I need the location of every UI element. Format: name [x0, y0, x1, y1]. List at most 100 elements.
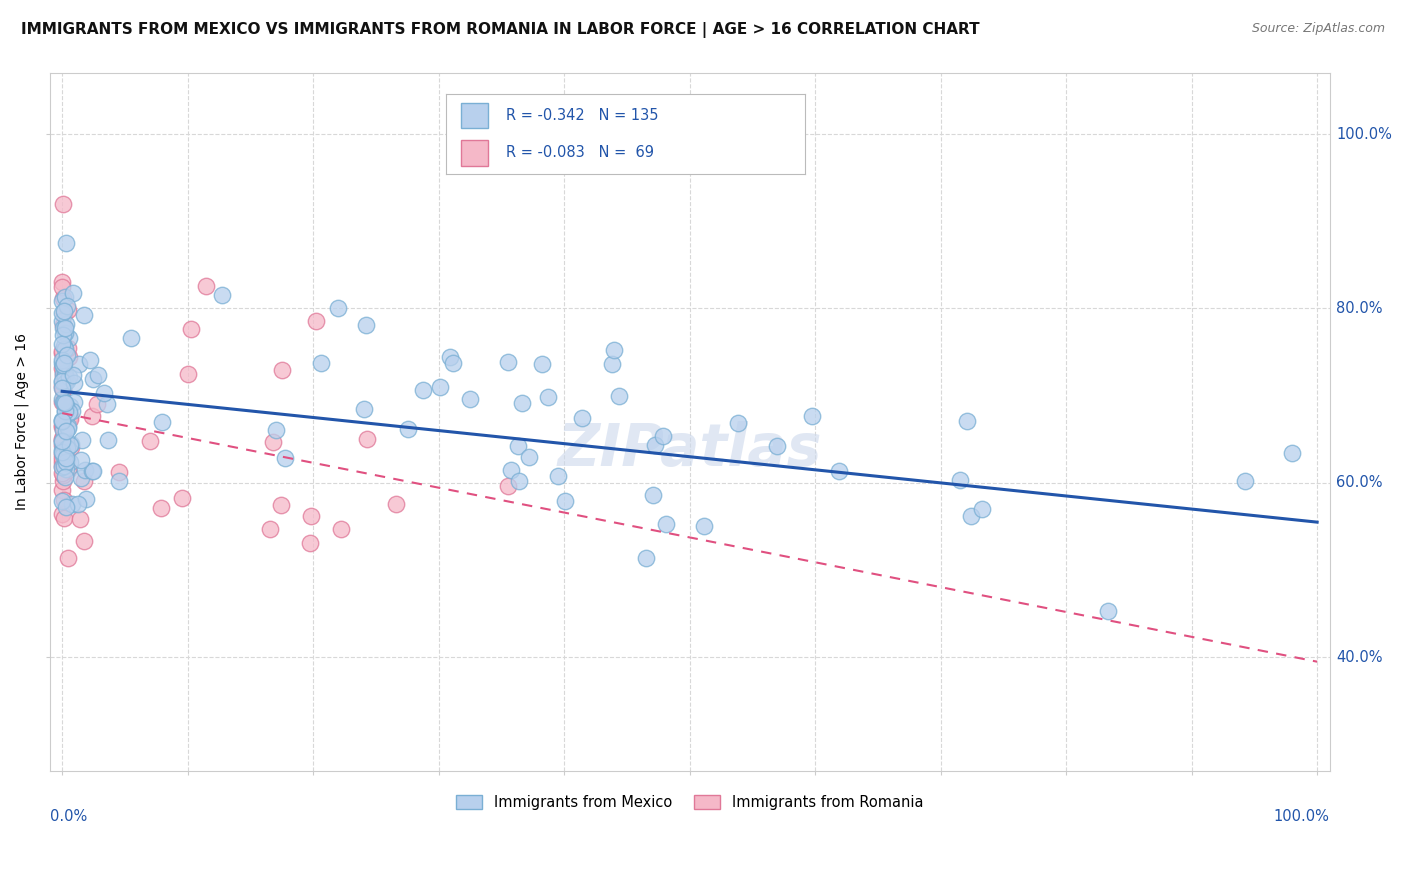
Point — [439, 350, 461, 364]
Point — [259, 522, 281, 536]
Point — [305, 313, 328, 327]
Point — [800, 409, 823, 424]
Point — [970, 502, 993, 516]
Point — [150, 415, 173, 429]
Point — [56, 374, 79, 388]
Point — [51, 356, 73, 370]
Point — [60, 404, 83, 418]
Point — [62, 285, 84, 300]
Point — [59, 399, 82, 413]
Point — [55, 317, 77, 331]
Point — [211, 288, 233, 302]
Point — [55, 451, 77, 466]
Point — [537, 390, 560, 404]
Point — [727, 416, 749, 430]
Point — [56, 418, 79, 433]
Point — [59, 455, 82, 469]
Point — [194, 278, 217, 293]
Point — [264, 423, 287, 437]
Legend: Immigrants from Mexico, Immigrants from Romania: Immigrants from Mexico, Immigrants from … — [450, 789, 929, 816]
Point — [53, 367, 76, 381]
Point — [51, 306, 73, 320]
Point — [55, 299, 77, 313]
Point — [58, 405, 80, 419]
Point — [55, 410, 77, 425]
Point — [67, 357, 90, 371]
Point — [52, 318, 75, 332]
Text: 0.0%: 0.0% — [49, 809, 87, 824]
Point — [51, 374, 73, 388]
Point — [75, 492, 97, 507]
Point — [51, 434, 73, 448]
Point — [52, 474, 75, 488]
Point — [53, 326, 76, 340]
Point — [55, 461, 77, 475]
Text: ZIPatlas: ZIPatlas — [557, 421, 823, 478]
Point — [53, 459, 76, 474]
Point — [55, 235, 77, 250]
Point — [55, 424, 77, 438]
Point — [531, 358, 554, 372]
Point — [52, 358, 75, 372]
Point — [82, 464, 104, 478]
Point — [53, 376, 76, 390]
Text: IMMIGRANTS FROM MEXICO VS IMMIGRANTS FROM ROMANIA IN LABOR FORCE | AGE > 16 CORR: IMMIGRANTS FROM MEXICO VS IMMIGRANTS FRO… — [21, 22, 980, 38]
Point — [53, 290, 76, 304]
Point — [51, 352, 73, 367]
Point — [52, 423, 75, 437]
Point — [58, 369, 80, 384]
Point — [70, 471, 93, 485]
Point — [636, 550, 658, 565]
Point — [51, 460, 73, 475]
Point — [56, 463, 79, 477]
Point — [80, 464, 103, 478]
Point — [53, 450, 76, 465]
Point — [58, 350, 80, 364]
Point — [517, 450, 540, 464]
Point — [441, 355, 464, 369]
Point — [51, 445, 73, 459]
Point — [51, 493, 73, 508]
Point — [177, 368, 200, 382]
Text: 100.0%: 100.0% — [1336, 127, 1392, 142]
Point — [53, 369, 76, 384]
Point — [55, 348, 77, 362]
Point — [53, 511, 76, 525]
Point — [51, 483, 73, 497]
Point — [58, 331, 80, 345]
Point — [384, 498, 406, 512]
Point — [60, 497, 83, 511]
Point — [70, 453, 93, 467]
Point — [60, 440, 83, 454]
Point — [52, 367, 75, 381]
Point — [53, 321, 76, 335]
Y-axis label: In Labor Force | Age > 16: In Labor Force | Age > 16 — [15, 334, 30, 510]
Point — [262, 434, 284, 449]
Point — [75, 463, 97, 477]
Point — [69, 512, 91, 526]
Point — [56, 303, 79, 318]
Point — [766, 439, 789, 453]
Point — [51, 280, 73, 294]
Point — [960, 508, 983, 523]
Point — [51, 435, 73, 450]
Point — [52, 420, 75, 434]
Point — [52, 395, 75, 409]
Point — [52, 321, 75, 335]
Point — [547, 469, 569, 483]
Point — [458, 392, 481, 407]
Point — [70, 433, 93, 447]
Point — [508, 439, 530, 453]
Point — [52, 368, 75, 383]
Point — [96, 397, 118, 411]
Point — [53, 470, 76, 484]
Point — [73, 533, 96, 548]
Point — [51, 447, 73, 461]
Point — [554, 494, 576, 508]
Text: Source: ZipAtlas.com: Source: ZipAtlas.com — [1251, 22, 1385, 36]
Point — [827, 464, 849, 478]
Point — [51, 394, 73, 409]
Point — [51, 432, 73, 446]
Point — [655, 517, 678, 532]
Point — [52, 493, 75, 508]
